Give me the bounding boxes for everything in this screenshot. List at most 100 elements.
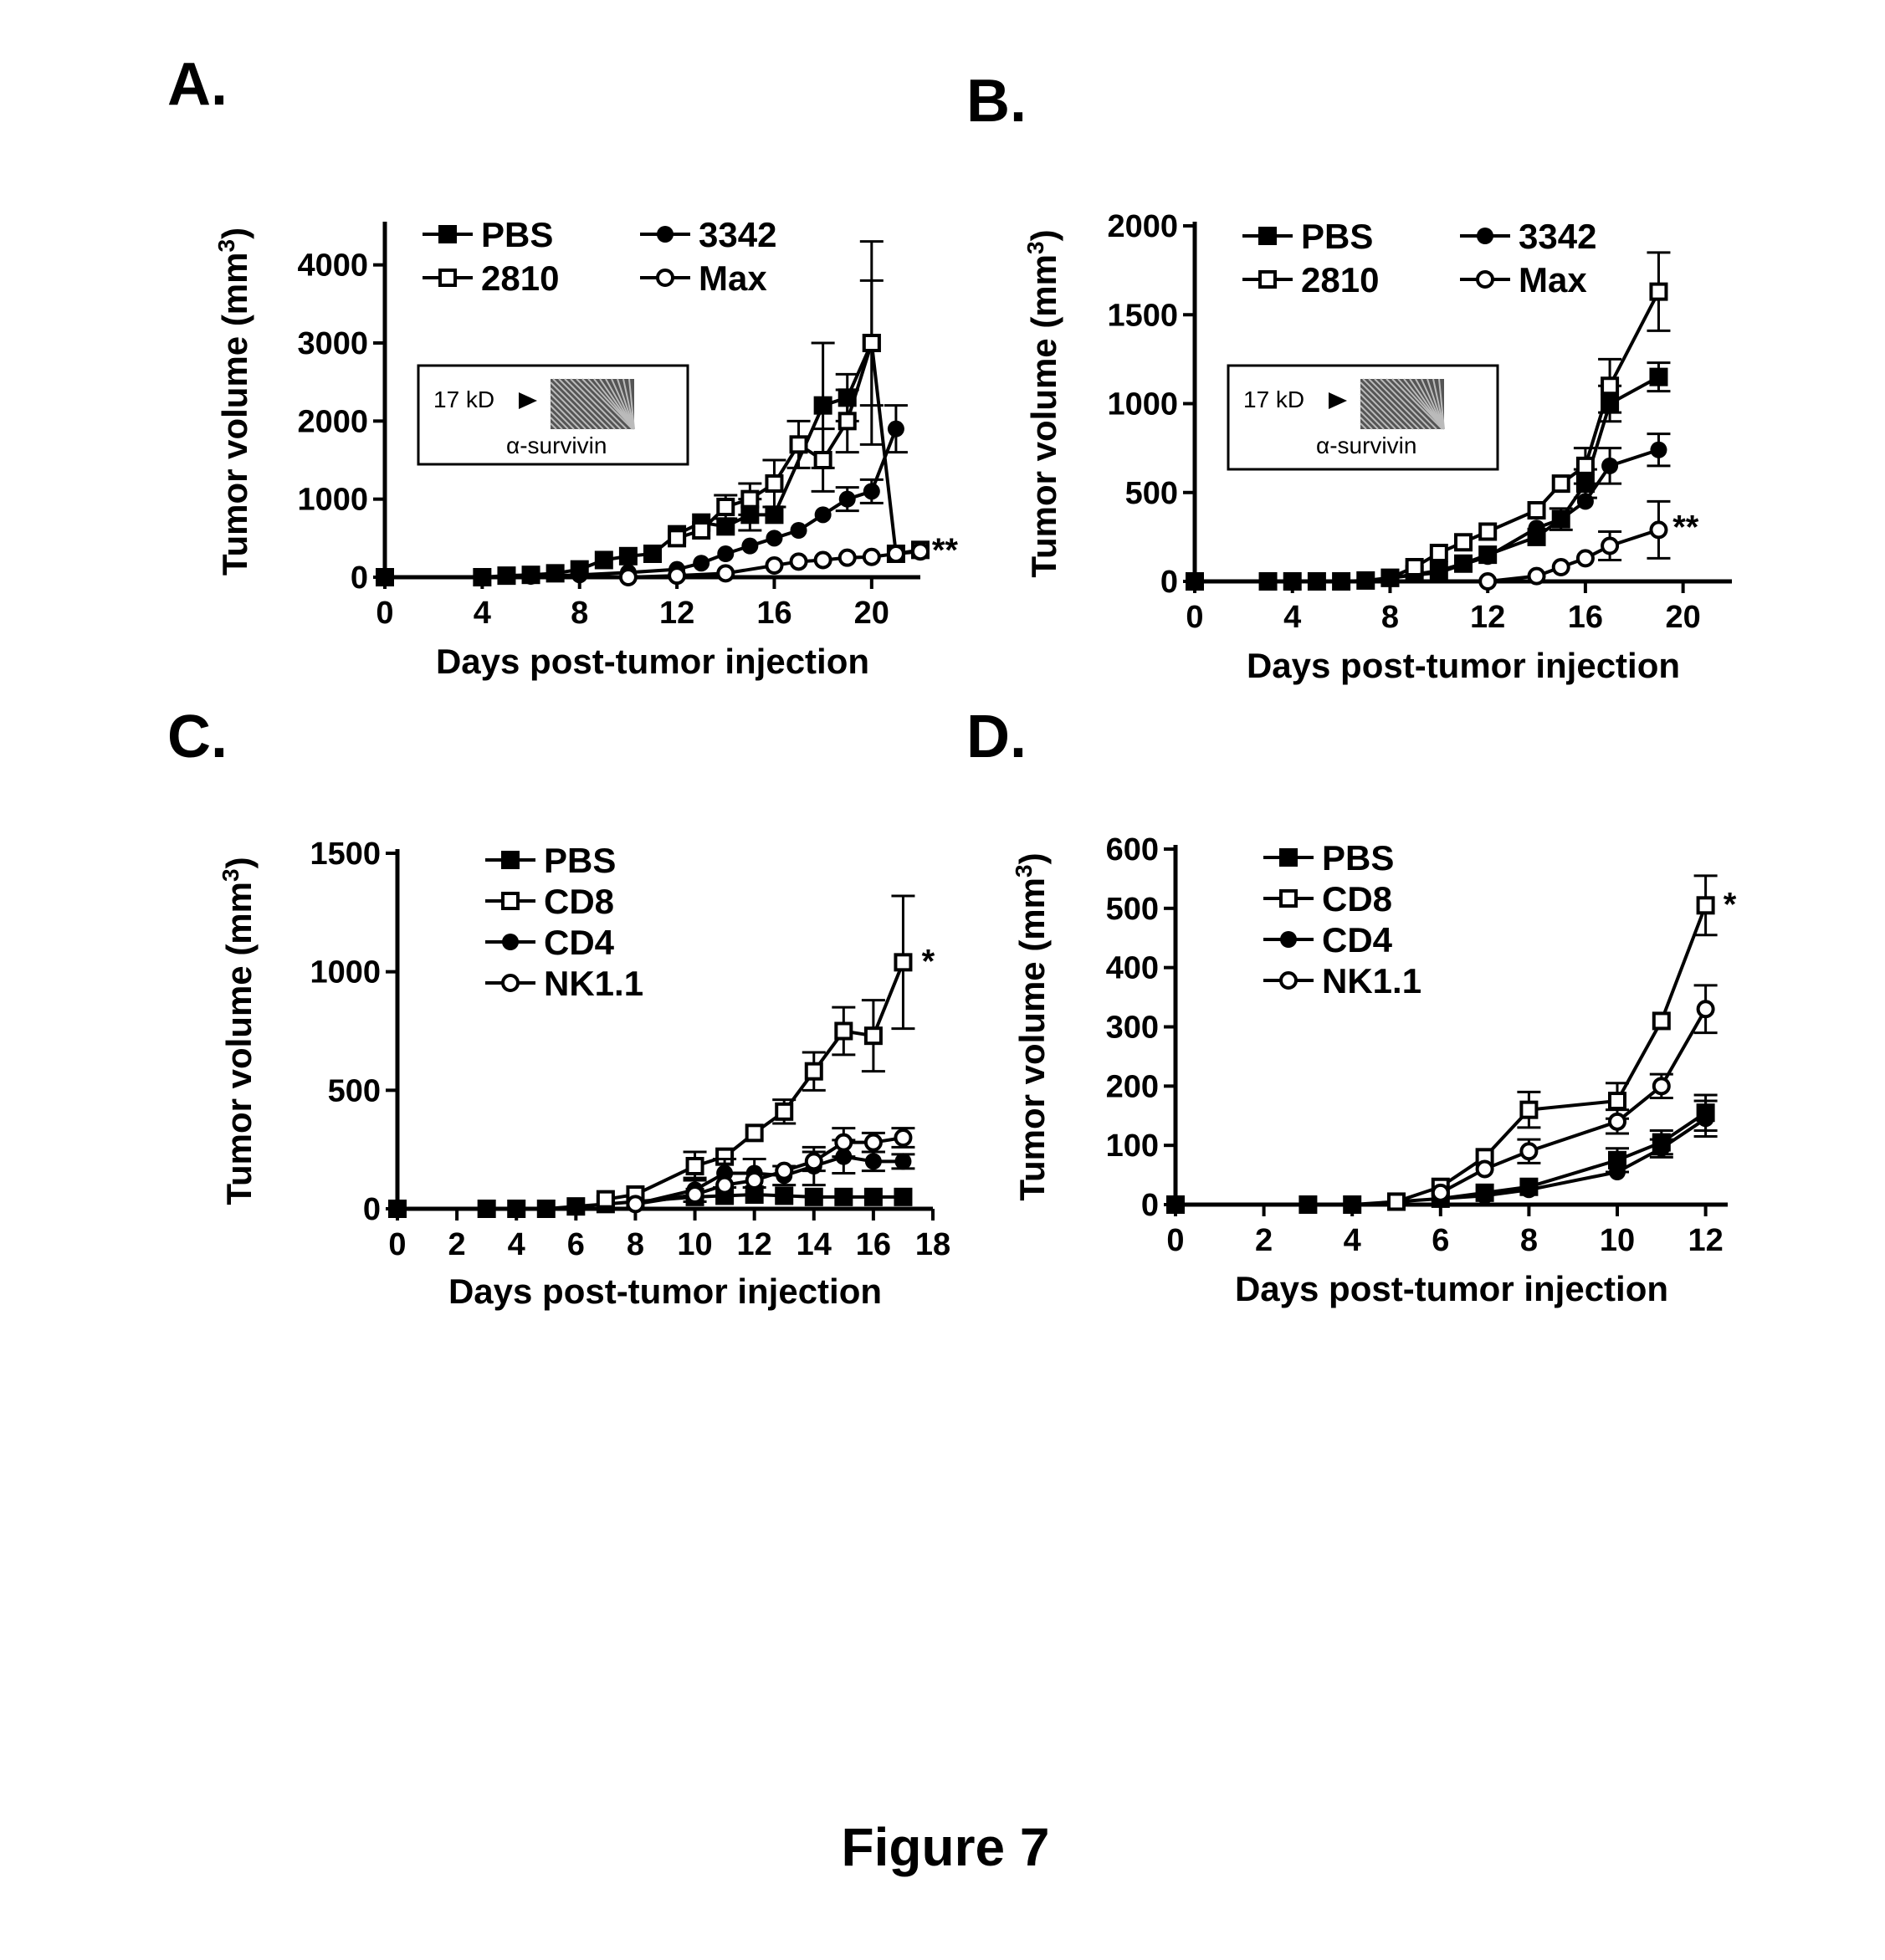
x-axis-label: Days post-tumor injection [1247,646,1680,685]
x-tick-label: 0 [1186,600,1203,635]
y-tick-label: 1000 [1107,387,1178,422]
y-tick-label: 2000 [297,404,368,439]
data-point [1521,1144,1536,1159]
y-axis-label: Tumor volume (mm3) [218,857,259,1205]
data-point [895,1130,910,1145]
data-point [1389,1194,1404,1209]
data-point [1578,458,1593,473]
data-point [1381,570,1398,586]
data-point [1431,564,1447,581]
data-point [546,564,565,582]
y-tick-label: 1500 [1107,298,1178,333]
legend-label: PBS [1322,838,1394,878]
chart-panel-4: D.0246810120100200300400500600Days post-… [966,704,1737,1308]
legend-marker [438,225,457,243]
inset-antibody-label: α-survivin [506,432,607,458]
series-cd8 [1389,876,1718,1210]
data-point [865,1153,882,1169]
data-point [1332,572,1350,591]
data-point [791,554,807,569]
series-nk1-1 [1433,985,1718,1200]
data-point [1186,572,1204,591]
series-cd4 [1432,1101,1718,1207]
legend-marker [1280,931,1297,948]
data-point [1343,1195,1361,1214]
blot-band [551,379,634,429]
x-tick-label: 0 [1166,1223,1184,1258]
x-tick-label: 4 [508,1227,525,1262]
x-tick-label: 6 [567,1227,585,1262]
y-tick-label: 200 [1106,1069,1159,1104]
data-point [840,550,855,565]
data-point [717,1178,732,1193]
data-point [840,413,855,428]
data-point [864,1188,883,1206]
y-tick-label: 500 [1106,892,1159,927]
legend-label: CD4 [544,923,615,962]
data-point [741,538,758,555]
x-tick-label: 14 [797,1227,832,1262]
x-tick-label: 0 [388,1227,406,1262]
data-point [474,569,490,586]
data-point [791,522,807,539]
legend-marker [1281,973,1296,988]
y-tick-label: 500 [328,1073,381,1108]
data-point [376,568,394,586]
x-tick-label: 2 [448,1227,466,1262]
data-point [1654,1013,1669,1028]
data-point [766,558,781,573]
data-point [742,492,757,507]
data-point [1433,1185,1448,1200]
y-tick-label: 3000 [297,326,368,361]
data-point [717,545,734,562]
y-tick-label: 600 [1106,832,1159,867]
y-axis-label: Tumor volume (mm3) [1011,852,1053,1200]
y-axis-label: Tumor volume (mm3) [213,228,255,576]
x-tick-label: 20 [854,596,889,631]
data-point [688,1159,703,1174]
x-tick-label: 10 [1600,1223,1635,1258]
data-point [718,565,733,581]
data-point [621,570,636,585]
data-point [669,530,684,545]
data-point [895,954,910,970]
data-point [1529,569,1544,584]
data-point [1520,1181,1537,1198]
data-point [815,506,832,523]
significance-marker: ** [1672,509,1699,545]
data-point [839,491,856,508]
data-point [718,499,733,514]
legend-label: PBS [481,215,553,254]
legend-marker [1279,848,1298,867]
western-blot-inset: 17 kDα-survivin [418,366,688,464]
x-tick-label: 8 [1381,600,1399,635]
legend-marker [657,226,674,243]
data-point [1456,535,1471,550]
series-line [1488,530,1658,581]
y-tick-label: 1000 [297,483,368,518]
blot-band [1360,379,1444,429]
y-tick-label: 400 [1106,951,1159,986]
legend-label: CD4 [1322,920,1393,960]
data-point [866,1135,881,1150]
legend: PBSCD8CD4NK1.1 [485,841,643,1003]
data-point [816,453,831,468]
data-point [1653,1140,1670,1157]
x-tick-label: 12 [1688,1223,1723,1258]
x-tick-label: 16 [1568,600,1603,635]
data-point [1529,519,1545,536]
data-point [627,1196,643,1211]
y-tick-label: 1500 [310,837,381,872]
data-point [894,1153,911,1169]
y-tick-label: 0 [351,560,368,596]
x-tick-label: 0 [376,596,393,631]
legend-label: NK1.1 [1322,961,1421,1000]
panel-letter: C. [167,704,228,770]
x-tick-label: 8 [627,1227,644,1262]
x-tick-label: 10 [677,1227,712,1262]
data-point [863,483,880,499]
data-point [537,1200,556,1218]
data-point [894,1188,912,1206]
legend-label: NK1.1 [544,964,643,1003]
